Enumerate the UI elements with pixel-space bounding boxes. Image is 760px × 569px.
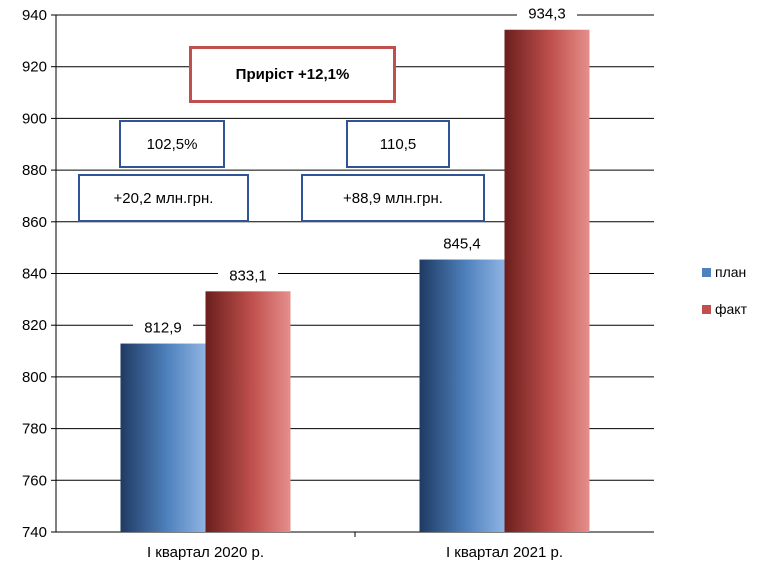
y-tick-label: 740	[22, 524, 47, 541]
y-tick-label: 820	[22, 317, 47, 334]
percent-2021-annotation: 110,5	[346, 120, 450, 168]
bar-fact	[205, 291, 291, 532]
y-tick-label: 760	[22, 472, 47, 489]
y-tick-label: 780	[22, 421, 47, 438]
data-label: 812,9	[144, 320, 182, 337]
data-label: 833,1	[229, 267, 267, 284]
data-label-background	[218, 264, 278, 285]
legend-item-fact: факт	[702, 301, 747, 317]
absolute-2021-annotation: +88,9 млн.грн.	[301, 174, 485, 222]
bar-plan	[419, 259, 505, 532]
growth-annotation: Приріст +12,1%	[189, 46, 396, 103]
data-label-background	[517, 2, 577, 23]
data-label-background	[133, 316, 193, 337]
y-tick-label: 840	[22, 266, 47, 283]
y-tick-label: 800	[22, 369, 47, 386]
legend-label-fact: факт	[715, 301, 747, 317]
legend-swatch-plan	[702, 267, 711, 277]
y-tick-label: 880	[22, 162, 47, 179]
legend-item-plan: план	[702, 264, 746, 280]
legend-label-plan: план	[715, 264, 747, 280]
y-tick-label: 860	[22, 214, 47, 231]
absolute-2020-annotation: +20,2 млн.грн.	[78, 174, 249, 222]
data-label-background	[432, 232, 492, 253]
bar-fact	[504, 29, 590, 533]
data-label: 845,4	[443, 236, 481, 253]
legend-swatch-fact	[702, 304, 711, 314]
x-tick-label: І квартал 2021 р.	[446, 544, 563, 561]
data-labels: 812,9 833,1 845,4 934,3	[133, 2, 577, 337]
y-tick-label: 940	[22, 7, 47, 24]
axes: 740 760 780 800 820 840 860 880 900 920 940 І кварт…	[22, 7, 654, 561]
y-tick-label: 900	[22, 110, 47, 127]
bar-plan	[120, 343, 206, 532]
bars	[120, 29, 590, 533]
percent-2020-annotation: 102,5%	[119, 120, 225, 168]
data-label: 934,3	[528, 6, 566, 23]
x-tick-label: І квартал 2020 р.	[147, 544, 264, 561]
y-tick-label: 920	[22, 59, 47, 76]
